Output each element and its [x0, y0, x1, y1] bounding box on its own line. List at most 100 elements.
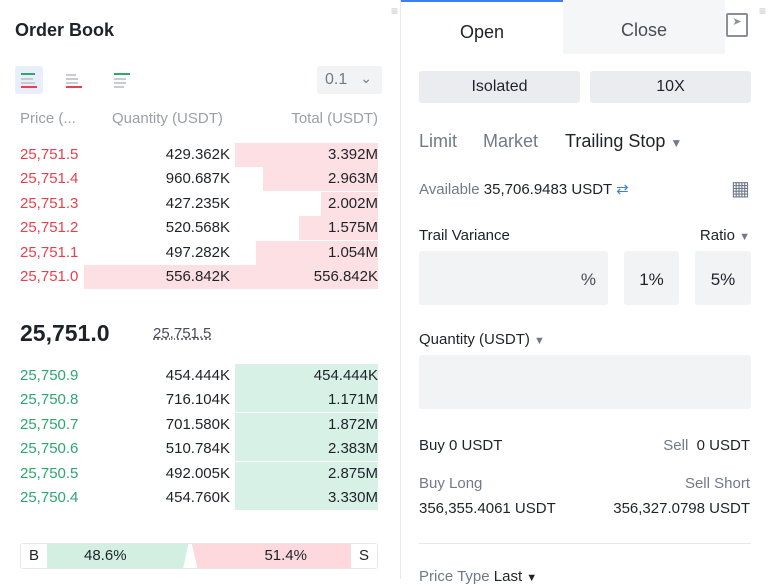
trail-variance-input[interactable]: %: [419, 251, 608, 305]
available-label: Available: [419, 181, 480, 198]
price: 25,750.4: [20, 489, 79, 506]
quantity: 497.282K: [165, 243, 230, 261]
buy-percent: 48.6%: [84, 547, 127, 564]
drag-handle-icon[interactable]: ≡: [391, 4, 399, 18]
buy-label: B: [21, 544, 47, 568]
price-type-label: Price Type: [419, 568, 490, 585]
bid-row[interactable]: 25,750.7 701.580K 1.872M: [0, 412, 390, 437]
buy-sell-ratio: B 48.6% 51.4% S: [20, 543, 378, 569]
price-type-select[interactable]: Price Type Last ▼: [419, 568, 537, 585]
total: 1.171M: [327, 391, 378, 409]
mark-price[interactable]: 25,751.5: [153, 325, 212, 342]
ask-row[interactable]: 25,751.3 427.235K 2.002M: [0, 191, 390, 216]
quantity: 454.444K: [165, 367, 230, 384]
caret-down-icon: ▼: [534, 335, 545, 347]
quantity: 556.842K: [165, 268, 230, 285]
transfer-icon[interactable]: ⇄: [616, 181, 629, 198]
quantity: 427.235K: [165, 194, 230, 212]
quantity-input[interactable]: [419, 355, 751, 409]
quantity: 510.784K: [165, 440, 230, 458]
depth-bar: [234, 437, 378, 462]
total: 2.875M: [327, 464, 378, 482]
ratio-select[interactable]: Ratio ▼: [700, 227, 750, 244]
total: 2.002M: [327, 194, 378, 212]
quantity-label: Quantity (USDT): [419, 331, 530, 348]
ask-row[interactable]: 25,751.1 497.282K 1.054M: [0, 240, 390, 265]
trailing-stop-label: Trailing Stop: [565, 131, 666, 151]
total: 3.392M: [327, 146, 378, 163]
sell-label: Sell: [663, 437, 689, 454]
trade-panel: Open Close ➤ ≡ Isolated 10X Limit Market…: [401, 0, 768, 585]
sell-short-value: 356,327.0798 USDT: [613, 500, 750, 517]
price: 25,751.2: [20, 219, 79, 237]
order-type-market[interactable]: Market: [483, 131, 539, 151]
calculator-icon[interactable]: ▦: [731, 178, 750, 200]
total: 1.872M: [327, 415, 378, 433]
buy-long-value: 356,355.4061 USDT: [419, 500, 556, 517]
quantity: 492.005K: [165, 464, 230, 482]
depth-bar: [320, 191, 378, 216]
price: 25,750.5: [20, 464, 79, 482]
price: 25,751.3: [20, 194, 79, 212]
view-both-button[interactable]: [15, 66, 43, 94]
sell-amount: 0 USDT: [696, 437, 750, 454]
quantity-unit-select[interactable]: Quantity (USDT) ▼: [419, 331, 545, 348]
total: 454.444K: [313, 367, 378, 384]
drag-handle-icon[interactable]: ≡: [759, 4, 767, 18]
precision-value: 0.1: [325, 71, 348, 88]
ask-row[interactable]: 25,751.2 520.568K 1.575M: [0, 216, 390, 241]
caret-down-icon: ▼: [739, 231, 750, 243]
price: 25,751.5: [20, 146, 79, 163]
view-bids-button[interactable]: [108, 66, 136, 94]
leverage-button[interactable]: 10X: [590, 71, 751, 103]
bid-row[interactable]: 25,750.8 716.104K 1.171M: [0, 388, 390, 413]
sell-label: S: [351, 544, 377, 568]
order-book-panel: Order Book 0.1 ⌄ Price (... Quantity (USD…: [0, 20, 390, 569]
bid-row[interactable]: 25,750.6 510.784K 2.383M: [0, 437, 390, 462]
depth-bar: [234, 388, 378, 413]
bid-row[interactable]: 25,750.9 454.444K 454.444K: [0, 364, 390, 388]
tab-open[interactable]: Open: [401, 0, 563, 54]
depth-bar: [234, 412, 378, 437]
ask-row[interactable]: 25,751.5 429.362K 3.392M: [0, 143, 390, 167]
trail-variance-label: Trail Variance: [419, 227, 510, 244]
price: 25,751.4: [20, 170, 79, 188]
divider: [419, 543, 751, 544]
order-type-trailing-stop[interactable]: Trailing Stop ▼: [565, 131, 682, 152]
price: 25,750.8: [20, 391, 79, 409]
sell-amount-row: Sell 0 USDT: [663, 437, 750, 454]
price: 25,751.0: [20, 268, 79, 285]
quantity: 429.362K: [165, 146, 230, 163]
guide-book-icon[interactable]: ➤: [726, 13, 748, 37]
sell-percent: 51.4%: [264, 547, 307, 564]
quantity: 454.760K: [165, 489, 230, 506]
view-asks-button[interactable]: [60, 66, 88, 94]
buy-long-label: Buy Long: [419, 475, 483, 492]
tab-close[interactable]: Close: [563, 0, 725, 54]
caret-down-icon: ▼: [526, 572, 538, 584]
price: 25,750.6: [20, 440, 79, 458]
total-header: Total (USDT): [291, 110, 378, 127]
quantity: 716.104K: [165, 391, 230, 409]
precision-select[interactable]: 0.1 ⌄: [317, 66, 382, 94]
caret-down-icon: ▼: [670, 136, 683, 150]
sell-short-label: Sell Short: [684, 475, 750, 492]
total: 1.054M: [327, 243, 378, 261]
quantity: 701.580K: [165, 415, 230, 433]
total: 3.330M: [327, 489, 378, 506]
bid-row[interactable]: 25,750.5 492.005K 2.875M: [0, 461, 390, 486]
order-type-limit[interactable]: Limit: [419, 131, 458, 151]
preset-5-percent-button[interactable]: 5%: [695, 251, 751, 305]
price-header: Price (...: [20, 110, 76, 127]
price-type-value: Last: [493, 568, 523, 585]
ask-row[interactable]: 25,751.0 556.842K 556.842K: [0, 265, 390, 289]
available-row: Available 35,706.9483 USDT ⇄: [419, 180, 629, 198]
preset-1-percent-button[interactable]: 1%: [624, 251, 679, 305]
depth-bar: [84, 265, 378, 289]
margin-mode-button[interactable]: Isolated: [419, 71, 580, 103]
ask-row[interactable]: 25,751.4 960.687K 2.963M: [0, 167, 390, 192]
total: 2.963M: [327, 170, 378, 188]
panel-divider: [400, 0, 401, 579]
bid-row[interactable]: 25,750.4 454.760K 3.330M: [0, 486, 390, 510]
depth-bar: [256, 240, 378, 265]
